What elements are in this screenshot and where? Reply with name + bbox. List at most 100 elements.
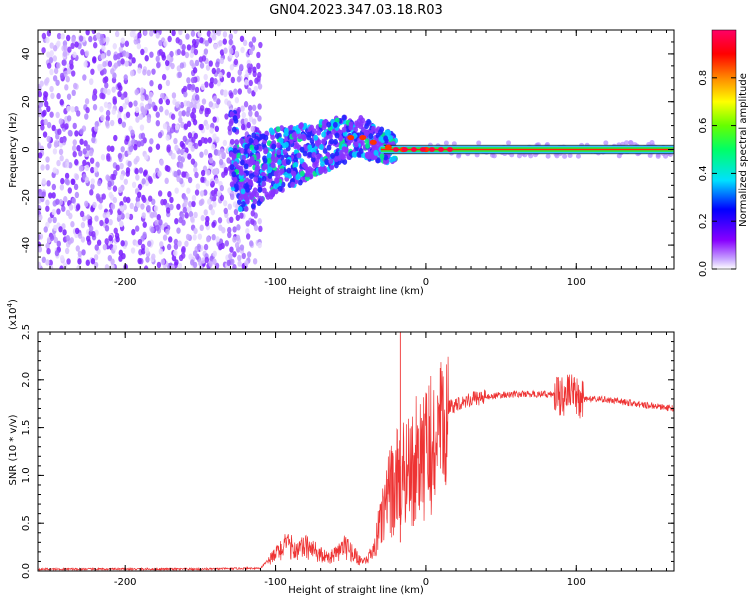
noise-speckle	[237, 88, 243, 95]
noise-speckle	[52, 55, 58, 62]
noise-speckle	[230, 193, 235, 201]
noise-speckle	[71, 197, 76, 204]
noise-speckle	[229, 47, 234, 55]
y-tick-label: 0	[21, 146, 32, 152]
noise-speckle	[166, 54, 171, 61]
noise-speckle	[233, 208, 239, 216]
noise-speckle	[118, 84, 123, 92]
noise-speckle	[208, 60, 213, 67]
noise-speckle	[79, 138, 84, 145]
noise-speckle	[628, 139, 634, 145]
spectral-blob	[276, 149, 282, 156]
noise-speckle	[43, 226, 48, 233]
noise-speckle	[235, 234, 241, 241]
noise-speckle	[38, 261, 42, 269]
noise-speckle	[46, 135, 51, 143]
noise-speckle	[78, 35, 84, 42]
noise-speckle	[191, 136, 196, 143]
noise-speckle	[95, 161, 100, 168]
noise-speckle	[57, 128, 62, 135]
spectral-blob	[366, 153, 372, 160]
noise-speckle	[185, 33, 190, 40]
noise-speckle	[191, 200, 196, 208]
spectral-blob	[279, 168, 285, 175]
noise-speckle	[138, 167, 144, 174]
noise-speckle	[128, 213, 134, 221]
noise-speckle	[112, 244, 118, 251]
noise-speckle	[199, 151, 204, 158]
noise-speckle	[89, 157, 95, 164]
noise-speckle	[84, 200, 89, 207]
spectral-blob	[229, 138, 235, 145]
spectral-blob	[321, 124, 327, 131]
noise-speckle	[149, 51, 154, 58]
noise-speckle	[256, 51, 261, 59]
noise-speckle	[47, 142, 52, 149]
noise-speckle	[140, 94, 145, 102]
noise-speckle	[126, 196, 131, 204]
noise-speckle	[222, 31, 228, 38]
noise-speckle	[183, 91, 188, 98]
ridge-peak	[401, 147, 408, 152]
spectral-blob	[375, 142, 381, 149]
noise-speckle	[176, 175, 181, 183]
noise-speckle	[166, 165, 171, 173]
noise-speckle	[248, 41, 254, 48]
noise-speckle	[105, 36, 110, 43]
noise-speckle	[67, 46, 72, 53]
spectral-blob	[334, 156, 340, 163]
spectral-blob	[295, 128, 301, 135]
noise-speckle	[177, 262, 183, 269]
noise-speckle	[144, 247, 150, 254]
noise-speckle	[87, 218, 92, 226]
spectral-blob	[244, 143, 250, 150]
noise-speckle	[222, 200, 228, 207]
noise-speckle	[63, 44, 68, 51]
noise-speckle	[72, 122, 77, 130]
spectral-blob	[341, 126, 347, 133]
noise-speckle	[66, 115, 72, 122]
spectral-blob	[328, 133, 333, 140]
noise-speckle	[528, 153, 534, 159]
noise-speckle	[41, 256, 47, 264]
noise-speckle	[129, 70, 135, 77]
noise-speckle	[110, 263, 115, 269]
noise-speckle	[603, 140, 609, 146]
spectral-blob	[358, 123, 364, 130]
noise-speckle	[178, 110, 183, 118]
noise-speckle	[128, 101, 133, 108]
noise-speckle	[129, 202, 134, 210]
noise-speckle	[45, 163, 50, 171]
noise-speckle	[218, 40, 223, 47]
noise-speckle	[131, 138, 136, 145]
noise-speckle	[134, 168, 139, 175]
noise-speckle	[180, 121, 185, 129]
noise-speckle	[215, 236, 220, 243]
spectral-blob	[284, 141, 289, 148]
noise-speckle	[46, 51, 51, 58]
noise-speckle	[64, 172, 70, 180]
noise-speckle	[98, 203, 103, 210]
noise-speckle	[113, 134, 118, 142]
spectral-blob	[262, 163, 268, 170]
noise-speckle	[227, 187, 232, 194]
noise-speckle	[249, 240, 254, 247]
noise-speckle	[179, 62, 185, 69]
noise-speckle	[65, 76, 70, 83]
noise-speckle	[137, 257, 142, 265]
noise-speckle	[240, 46, 245, 54]
noise-speckle	[91, 94, 97, 102]
noise-speckle	[183, 152, 188, 159]
spectral-blob	[238, 194, 244, 201]
noise-speckle	[178, 254, 184, 262]
noise-speckle	[157, 83, 163, 91]
noise-speckle	[215, 136, 220, 143]
noise-speckle	[43, 95, 48, 102]
noise-speckle	[100, 154, 106, 161]
y-tick-label: 0.0	[21, 563, 32, 579]
noise-speckle	[153, 205, 159, 212]
noise-speckle	[149, 30, 154, 37]
noise-speckle	[75, 245, 80, 252]
spectral-blob	[251, 190, 257, 197]
noise-speckle	[210, 180, 215, 188]
